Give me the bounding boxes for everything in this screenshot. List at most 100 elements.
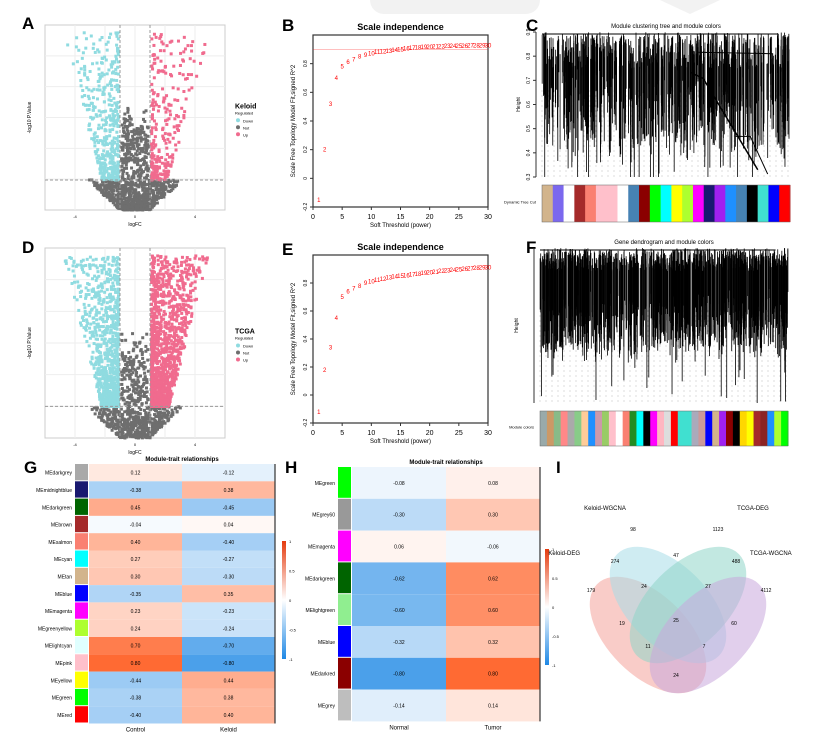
point-up: [162, 272, 166, 276]
point-up: [177, 285, 181, 289]
point-up: [163, 368, 167, 372]
point-not: [146, 358, 150, 362]
point-up: [171, 307, 175, 311]
point-up: [186, 73, 190, 77]
point-down: [116, 139, 120, 143]
point-up: [183, 47, 187, 51]
point-up: [161, 126, 165, 130]
point-not: [117, 413, 121, 417]
point-up: [152, 313, 156, 317]
point-down: [100, 337, 104, 341]
point-down: [98, 373, 102, 377]
point-not: [127, 205, 131, 209]
point-not: [138, 340, 142, 344]
point-down: [115, 394, 119, 398]
point-not: [125, 171, 129, 175]
point-up: [174, 270, 178, 274]
point-down: [110, 358, 114, 362]
point-up: [186, 277, 190, 281]
point-down: [105, 356, 109, 360]
point-up: [194, 254, 198, 258]
points-group: [63, 254, 209, 440]
point-up: [170, 342, 174, 346]
point-not: [132, 169, 136, 173]
point-down: [84, 293, 88, 297]
point-down: [107, 267, 111, 271]
point-not: [120, 158, 124, 162]
point-not: [113, 203, 117, 207]
point-up: [193, 286, 197, 290]
point-down: [111, 142, 115, 146]
point-not: [136, 157, 140, 161]
point-not: [116, 418, 120, 422]
point-down: [113, 323, 117, 327]
point-not: [144, 349, 148, 353]
point-up: [172, 355, 176, 359]
point-up: [189, 44, 193, 48]
point-down: [95, 333, 99, 337]
point-not: [146, 195, 150, 199]
point-down: [97, 84, 101, 88]
point-up: [150, 177, 154, 181]
panel-letter-g: G: [24, 458, 38, 477]
point-down: [116, 135, 120, 139]
point-down: [116, 368, 120, 372]
point-down: [116, 50, 120, 54]
point-down: [88, 122, 92, 126]
point-not: [145, 147, 149, 151]
point-up: [171, 153, 175, 157]
point-not: [129, 153, 133, 157]
point-down: [83, 73, 87, 77]
point-not: [106, 183, 110, 187]
point-down: [85, 76, 89, 80]
point-not: [139, 139, 143, 143]
point-not: [138, 179, 142, 183]
point-not: [106, 418, 110, 422]
point-down: [99, 156, 103, 160]
point-not: [110, 183, 114, 187]
point-down: [82, 302, 86, 306]
point-not: [151, 417, 155, 421]
point-not: [123, 134, 127, 138]
point-down: [99, 351, 103, 355]
point-down: [112, 284, 116, 288]
point-not: [140, 361, 144, 365]
point-not: [132, 347, 136, 351]
point-not: [109, 195, 113, 199]
point-down: [116, 332, 120, 336]
point-down: [108, 386, 112, 390]
point-not: [117, 185, 121, 189]
point-not: [124, 137, 128, 141]
point-up: [205, 256, 209, 260]
module-color-block: [606, 185, 618, 222]
point-down: [109, 329, 113, 333]
point-not: [112, 199, 116, 203]
point-up: [174, 330, 178, 334]
point-not: [136, 378, 140, 382]
point-not: [121, 172, 125, 176]
point-up: [172, 331, 176, 335]
point-down: [72, 274, 76, 278]
point-down: [108, 130, 112, 134]
point-not: [147, 182, 151, 186]
point-up: [165, 372, 169, 376]
point-down: [109, 285, 113, 289]
point-up: [165, 94, 169, 98]
point-down: [113, 358, 117, 362]
point-down: [87, 124, 91, 128]
point-down: [93, 274, 97, 278]
data-point-label: 8: [358, 55, 362, 61]
point-up: [159, 272, 163, 276]
point-down: [110, 317, 114, 321]
point-down: [103, 55, 107, 59]
point-down: [102, 297, 106, 301]
point-down: [116, 60, 120, 64]
point-up: [154, 305, 158, 309]
x-tick-label: 5: [340, 214, 344, 221]
point-up: [178, 362, 182, 366]
point-not: [124, 186, 128, 190]
point-down: [104, 388, 108, 392]
point-down: [91, 287, 95, 291]
point-not: [120, 387, 124, 391]
point-down: [108, 156, 112, 160]
